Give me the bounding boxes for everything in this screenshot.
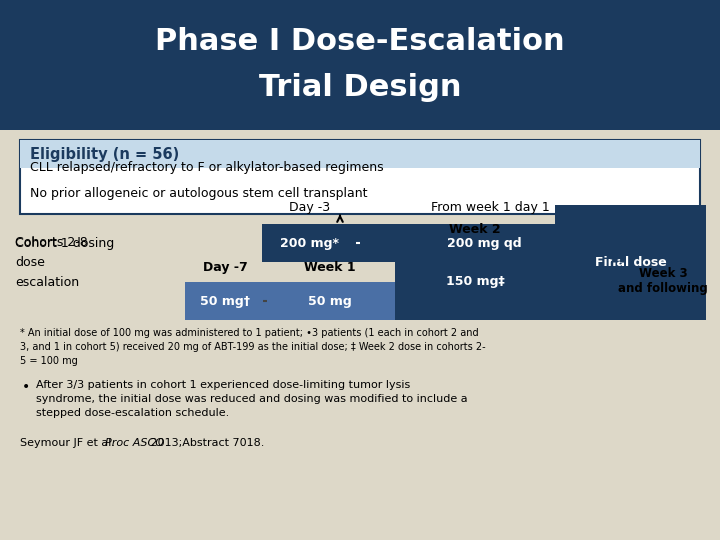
Text: Week 1: Week 1 (304, 261, 356, 274)
Text: Proc ASCO: Proc ASCO (104, 438, 163, 448)
Text: Eligibility (n = 56): Eligibility (n = 56) (30, 146, 179, 161)
Text: escalation: escalation (15, 276, 79, 289)
Bar (358, 224, 610, 262)
Text: Final dose: Final dose (595, 256, 667, 269)
Bar (265, 282, 395, 320)
Text: Week 3
and following: Week 3 and following (618, 267, 708, 295)
Text: After 3/3 patients in cohort 1 experienced dose-limiting tumor lysis
syndrome, t: After 3/3 patients in cohort 1 experienc… (36, 380, 467, 418)
Text: Day -3: Day -3 (289, 201, 330, 214)
Text: 200 mg qd: 200 mg qd (446, 237, 521, 249)
Text: Trial Design: Trial Design (258, 73, 462, 103)
Text: dose: dose (15, 256, 45, 269)
Text: 150 mg‡: 150 mg‡ (446, 274, 505, 287)
Text: Day -7: Day -7 (202, 261, 248, 274)
Text: From week 1 day 1: From week 1 day 1 (431, 201, 549, 214)
Text: Phase I Dose-Escalation: Phase I Dose-Escalation (156, 28, 564, 57)
Text: * An initial dose of 100 mg was administered to 1 patient; •3 patients (1 each i: * An initial dose of 100 mg was administ… (20, 328, 479, 338)
Text: 3, and 1 in cohort 5) received 20 mg of ABT-199 as the initial dose; ‡ Week 2 do: 3, and 1 in cohort 5) received 20 mg of … (20, 342, 485, 352)
Text: 50 mg†: 50 mg† (200, 294, 250, 307)
Text: Cohort 1 dosing: Cohort 1 dosing (15, 237, 114, 249)
Text: •: • (22, 380, 30, 394)
Text: 5 = 100 mg: 5 = 100 mg (20, 356, 78, 366)
Text: Cohorts 2-8: Cohorts 2-8 (15, 236, 88, 249)
Polygon shape (630, 224, 706, 262)
Bar (395, 242, 555, 320)
Bar (262, 224, 358, 262)
Text: Seymour JF et al.: Seymour JF et al. (20, 438, 119, 448)
Text: 200 mg*: 200 mg* (281, 237, 340, 249)
Text: CLL relapsed/refractory to F or alkylator-based regimens: CLL relapsed/refractory to F or alkylato… (30, 161, 384, 174)
Text: No prior allogeneic or autologous stem cell transplant: No prior allogeneic or autologous stem c… (30, 187, 367, 200)
Bar (185, 282, 265, 320)
Text: 50 mg: 50 mg (308, 294, 352, 307)
Text: Week 2: Week 2 (449, 223, 501, 236)
Bar (555, 205, 706, 320)
Text: 2013;Abstract 7018.: 2013;Abstract 7018. (147, 438, 264, 448)
Bar (20, 140, 700, 214)
Bar (0, 0, 720, 130)
Bar (20, 140, 700, 168)
